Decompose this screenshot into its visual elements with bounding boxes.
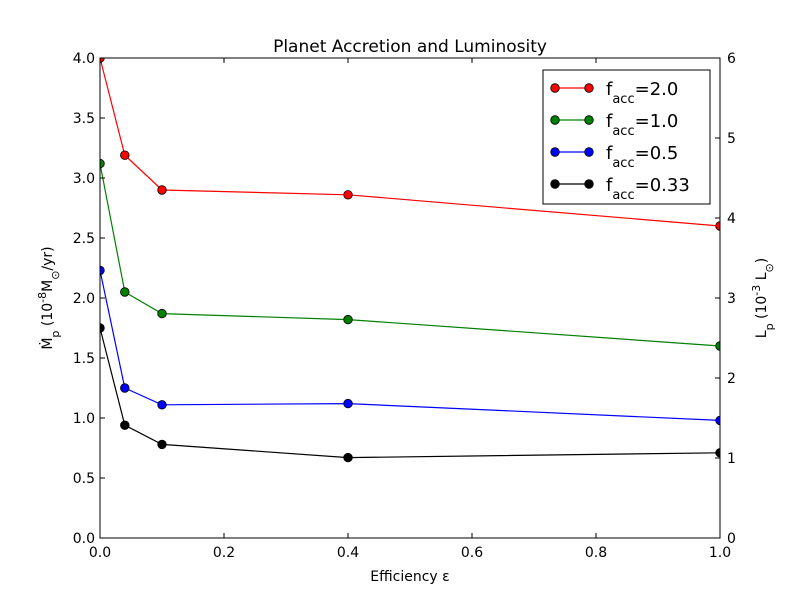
x-tick-label: 0.0 [89, 545, 111, 561]
legend-label: facc=1.0 [606, 111, 678, 139]
series-line-f_acc=0.33 [100, 327, 720, 459]
axes: 0.0 0.2 0.4 0.6 0.8 1.0 0.0 0.5 1.0 1.5 2.0 2.5 3.0 3… [36, 51, 776, 561]
data-point-f_acc=1.0-3 [343, 314, 353, 325]
x-tick-label: 0.8 [585, 545, 607, 561]
data-point-f_acc=0.33-1 [120, 420, 130, 430]
x-tick-label: 0.6 [461, 545, 483, 561]
series-f_acc=2.0 [100, 58, 720, 231]
y-tick-label: 1.0 [73, 411, 95, 427]
y2-tick-label: 5 [727, 131, 736, 147]
data-point-f_acc=0.5-3 [343, 398, 353, 409]
y-tick-label: 0.5 [73, 471, 95, 487]
y-tick-label: 3.5 [73, 111, 95, 127]
y2-tick-label: 4 [727, 211, 736, 227]
y-tick-label: 2.5 [73, 231, 95, 247]
series-f_acc=0.5 [100, 265, 720, 426]
legend-marker [550, 115, 560, 125]
x-tick-label: 1.0 [709, 545, 731, 561]
data-point-f_acc=1.0-2 [157, 308, 167, 319]
legend-marker [584, 83, 594, 93]
data-point-f_acc=1.0-4 [715, 341, 720, 351]
legend-entry-f_acc=0.33: facc=0.33 [550, 175, 690, 203]
legend-entry-f_acc=0.5: facc=0.5 [550, 143, 678, 171]
legend-entry-f_acc=2.0: facc=2.0 [550, 79, 678, 107]
y2-tick-label: 1 [727, 451, 736, 467]
data-point-f_acc=2.0-4 [715, 221, 720, 231]
y-tick-label: 3.0 [73, 171, 95, 187]
data-point-f_acc=0.5-2 [157, 400, 167, 410]
series-f_acc=0.33 [100, 323, 720, 463]
y-tick-label: 1.5 [73, 351, 95, 367]
data-point-f_acc=2.0-2 [157, 185, 167, 195]
x-tick-label: 0.4 [337, 545, 359, 561]
y2-tick-label: 0 [727, 531, 736, 547]
legend-box [542, 69, 711, 205]
data-point-f_acc=1.0-0 [100, 158, 105, 169]
legend: facc=2.0 facc=1.0 facc=0.5 facc=0.33 [542, 69, 711, 205]
data-point-f_acc=0.33-2 [157, 439, 167, 450]
legend-entry-f_acc=1.0: facc=1.0 [550, 111, 678, 139]
data-point-f_acc=0.5-4 [715, 415, 720, 426]
legend-marker [550, 83, 560, 93]
legend-label: facc=0.5 [606, 143, 678, 171]
x-axis-label: Efficiency ε [370, 569, 449, 585]
legend-label: facc=2.0 [606, 79, 678, 107]
data-point-f_acc=0.33-3 [343, 452, 353, 463]
y2-tick-label: 3 [727, 291, 736, 307]
data-point-f_acc=2.0-3 [343, 190, 353, 200]
chart-title: Planet Accretion and Luminosity [273, 37, 547, 57]
y2-axis-label: Lp (10-3 L⊙) [750, 258, 776, 338]
series-line-f_acc=0.5 [100, 270, 720, 421]
x-tick-label: 0.2 [213, 545, 235, 561]
y2-tick-label: 2 [727, 371, 736, 387]
y-axis-label: Ṁp (10-8M⊙/yr) [36, 246, 62, 349]
data-point-f_acc=1.0-1 [120, 287, 130, 297]
legend-marker [584, 115, 594, 125]
plot-area [100, 58, 720, 463]
y-tick-label: 4.0 [73, 51, 95, 67]
data-point-f_acc=0.5-1 [120, 383, 130, 393]
legend-marker [550, 179, 560, 189]
legend-marker [584, 179, 594, 189]
y-tick-label: 0.0 [73, 531, 95, 547]
series-f_acc=1.0 [100, 158, 720, 351]
y-tick-label: 2.0 [73, 291, 95, 307]
data-point-f_acc=2.0-1 [120, 150, 130, 160]
data-point-f_acc=0.5-0 [100, 265, 105, 276]
y2-tick-label: 6 [727, 51, 736, 67]
data-point-f_acc=0.33-4 [715, 448, 720, 458]
legend-marker [584, 147, 594, 157]
legend-label: facc=0.33 [606, 175, 690, 203]
legend-marker [550, 147, 560, 157]
data-point-f_acc=0.33-0 [100, 323, 105, 333]
